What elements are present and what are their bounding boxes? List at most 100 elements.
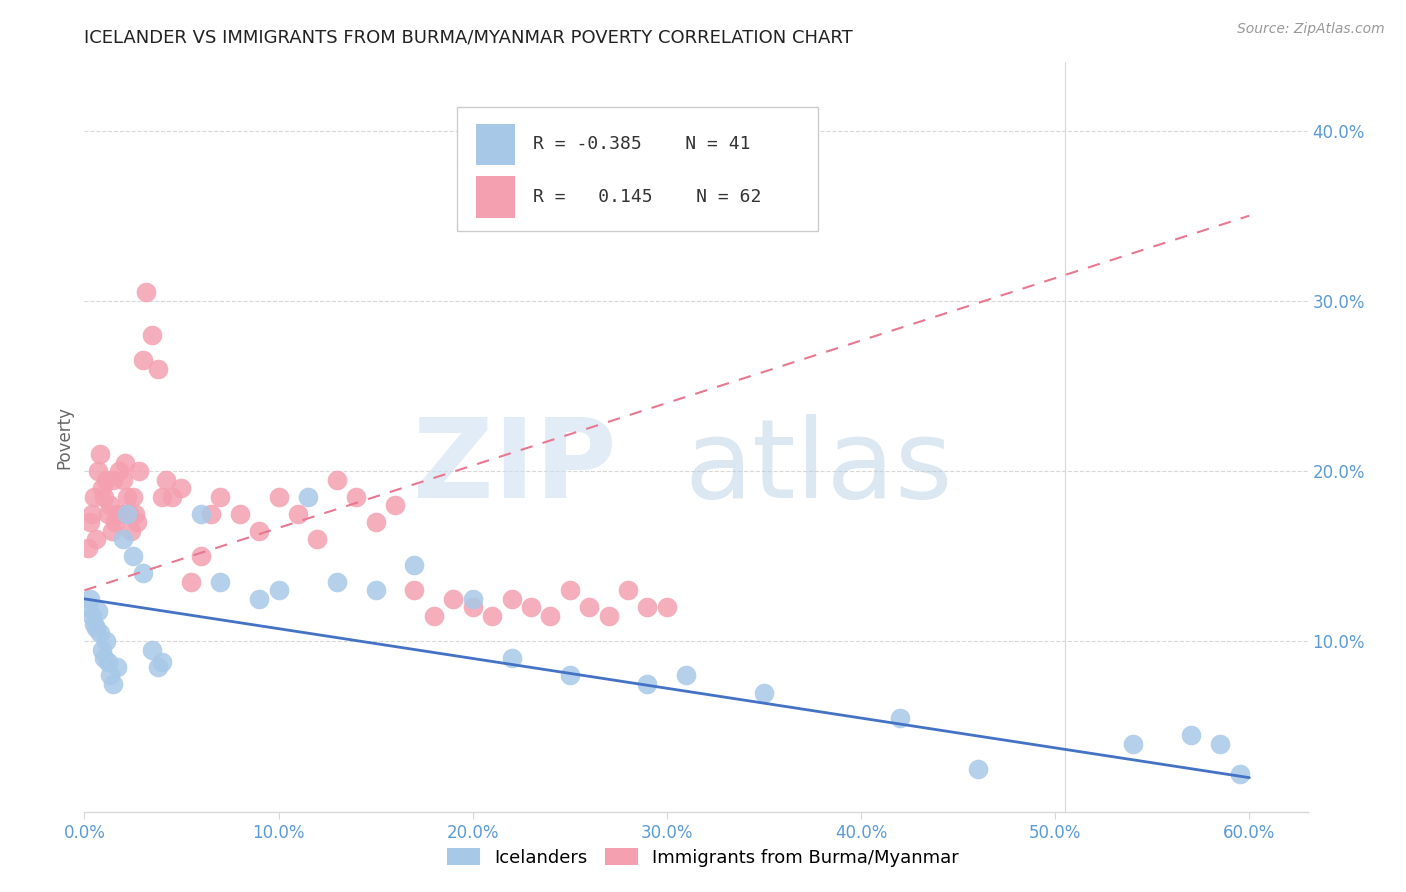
Point [105,660,128,674]
Point [118,507,141,521]
Point [267,490,290,504]
Point [267,583,290,598]
Point [93,651,115,665]
Point [326,473,349,487]
Point [79,591,101,606]
Point [146,362,169,376]
Point [461,600,484,615]
Point [97,507,120,521]
Point [441,591,464,606]
Point [598,608,620,623]
Point [636,600,658,615]
Point [120,524,142,538]
Point [77,600,100,615]
Point [90,643,112,657]
Text: R = -0.385    N = 41: R = -0.385 N = 41 [533,136,751,153]
Point [97,655,120,669]
Text: atlas: atlas [685,414,952,521]
Point [889,711,911,725]
Point [77,541,100,555]
Point [364,583,387,598]
Point [1122,737,1144,751]
Point [89,626,111,640]
Point [94,473,117,487]
Point [104,515,127,529]
Point [287,507,309,521]
Point [112,533,135,547]
Point [247,591,270,606]
Point [190,549,212,564]
Point [501,591,523,606]
Point [110,507,132,521]
Point [404,558,426,572]
Y-axis label: Poverty: Poverty [55,406,73,468]
Point [89,447,111,461]
Point [344,490,367,504]
Point [1180,728,1202,742]
Text: ICELANDER VS IMMIGRANTS FROM BURMA/MYANMAR POVERTY CORRELATION CHART: ICELANDER VS IMMIGRANTS FROM BURMA/MYANM… [84,29,853,47]
Point [82,608,104,623]
Point [105,507,128,521]
Point [122,549,145,564]
Point [122,490,145,504]
Point [135,285,157,300]
Point [93,490,115,504]
Point [461,591,484,606]
Point [131,566,153,581]
Point [114,456,136,470]
Point [87,604,110,618]
Text: ZIP: ZIP [413,414,616,521]
Point [1229,767,1251,781]
Point [307,533,329,547]
Point [103,677,125,691]
Point [655,600,678,615]
Point [84,621,107,635]
Point [98,498,121,512]
Text: Source: ZipAtlas.com: Source: ZipAtlas.com [1237,22,1385,37]
Point [90,481,112,495]
Point [124,507,146,521]
Point [558,668,581,682]
FancyBboxPatch shape [475,124,515,165]
Point [155,473,177,487]
Point [384,498,406,512]
Point [87,464,110,478]
Point [617,583,640,598]
Point [501,651,523,665]
Point [520,600,543,615]
Point [103,473,125,487]
Text: R =   0.145    N = 62: R = 0.145 N = 62 [533,188,762,206]
Legend: Icelanders, Immigrants from Burma/Myanmar: Icelanders, Immigrants from Burma/Myanma… [440,841,966,874]
Point [180,574,202,589]
Point [423,608,446,623]
Point [966,762,988,776]
Point [675,668,697,682]
Point [209,574,232,589]
Point [83,617,105,632]
Point [160,490,183,504]
Point [79,515,101,529]
Point [404,583,426,598]
Point [364,515,387,529]
Point [190,507,212,521]
FancyBboxPatch shape [475,177,515,218]
Point [752,685,775,699]
Point [150,490,173,504]
Point [115,490,138,504]
Point [538,608,561,623]
Point [209,490,232,504]
Point [125,515,148,529]
Point [326,574,349,589]
Point [247,524,270,538]
Point [84,533,107,547]
Point [94,634,117,648]
Point [82,507,104,521]
Point [578,600,600,615]
Point [141,643,163,657]
Point [115,507,138,521]
Point [141,327,163,342]
Point [146,660,169,674]
Point [128,464,150,478]
Point [481,608,503,623]
Point [83,490,105,504]
